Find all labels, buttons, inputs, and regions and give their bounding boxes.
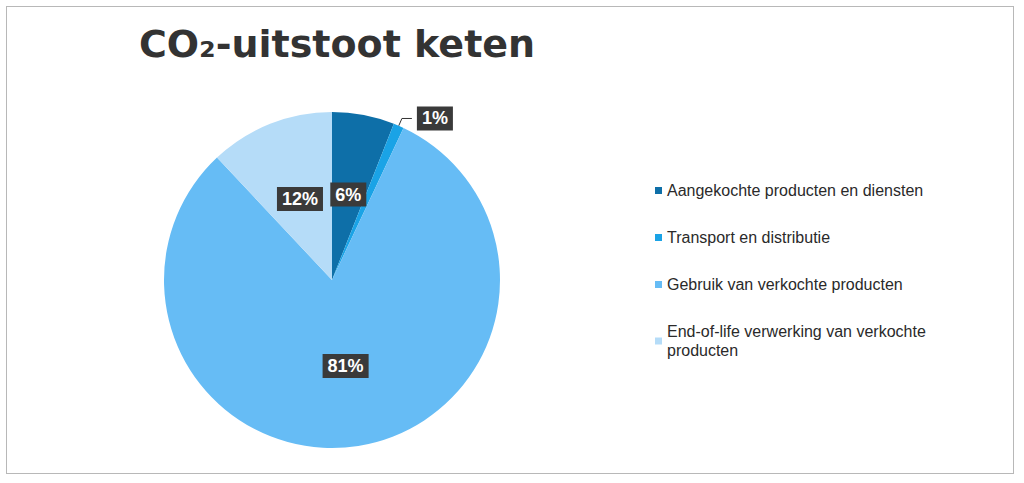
svg-text:1%: 1% xyxy=(422,108,448,128)
svg-text:6%: 6% xyxy=(335,185,361,205)
svg-text:Gebruik van verkochte producte: Gebruik van verkochte producten xyxy=(667,276,903,293)
svg-text:Transport en distributie: Transport en distributie xyxy=(667,229,830,246)
svg-text:CO₂-uitstoot keten: CO₂-uitstoot keten xyxy=(139,22,535,66)
svg-text:Aangekochte producten en diens: Aangekochte producten en diensten xyxy=(667,182,923,199)
svg-text:81%: 81% xyxy=(328,356,364,376)
svg-text:producten: producten xyxy=(667,342,738,359)
svg-text:12%: 12% xyxy=(282,189,318,209)
svg-text:End-of-life verwerking van ver: End-of-life verwerking van verkochte xyxy=(667,323,930,340)
